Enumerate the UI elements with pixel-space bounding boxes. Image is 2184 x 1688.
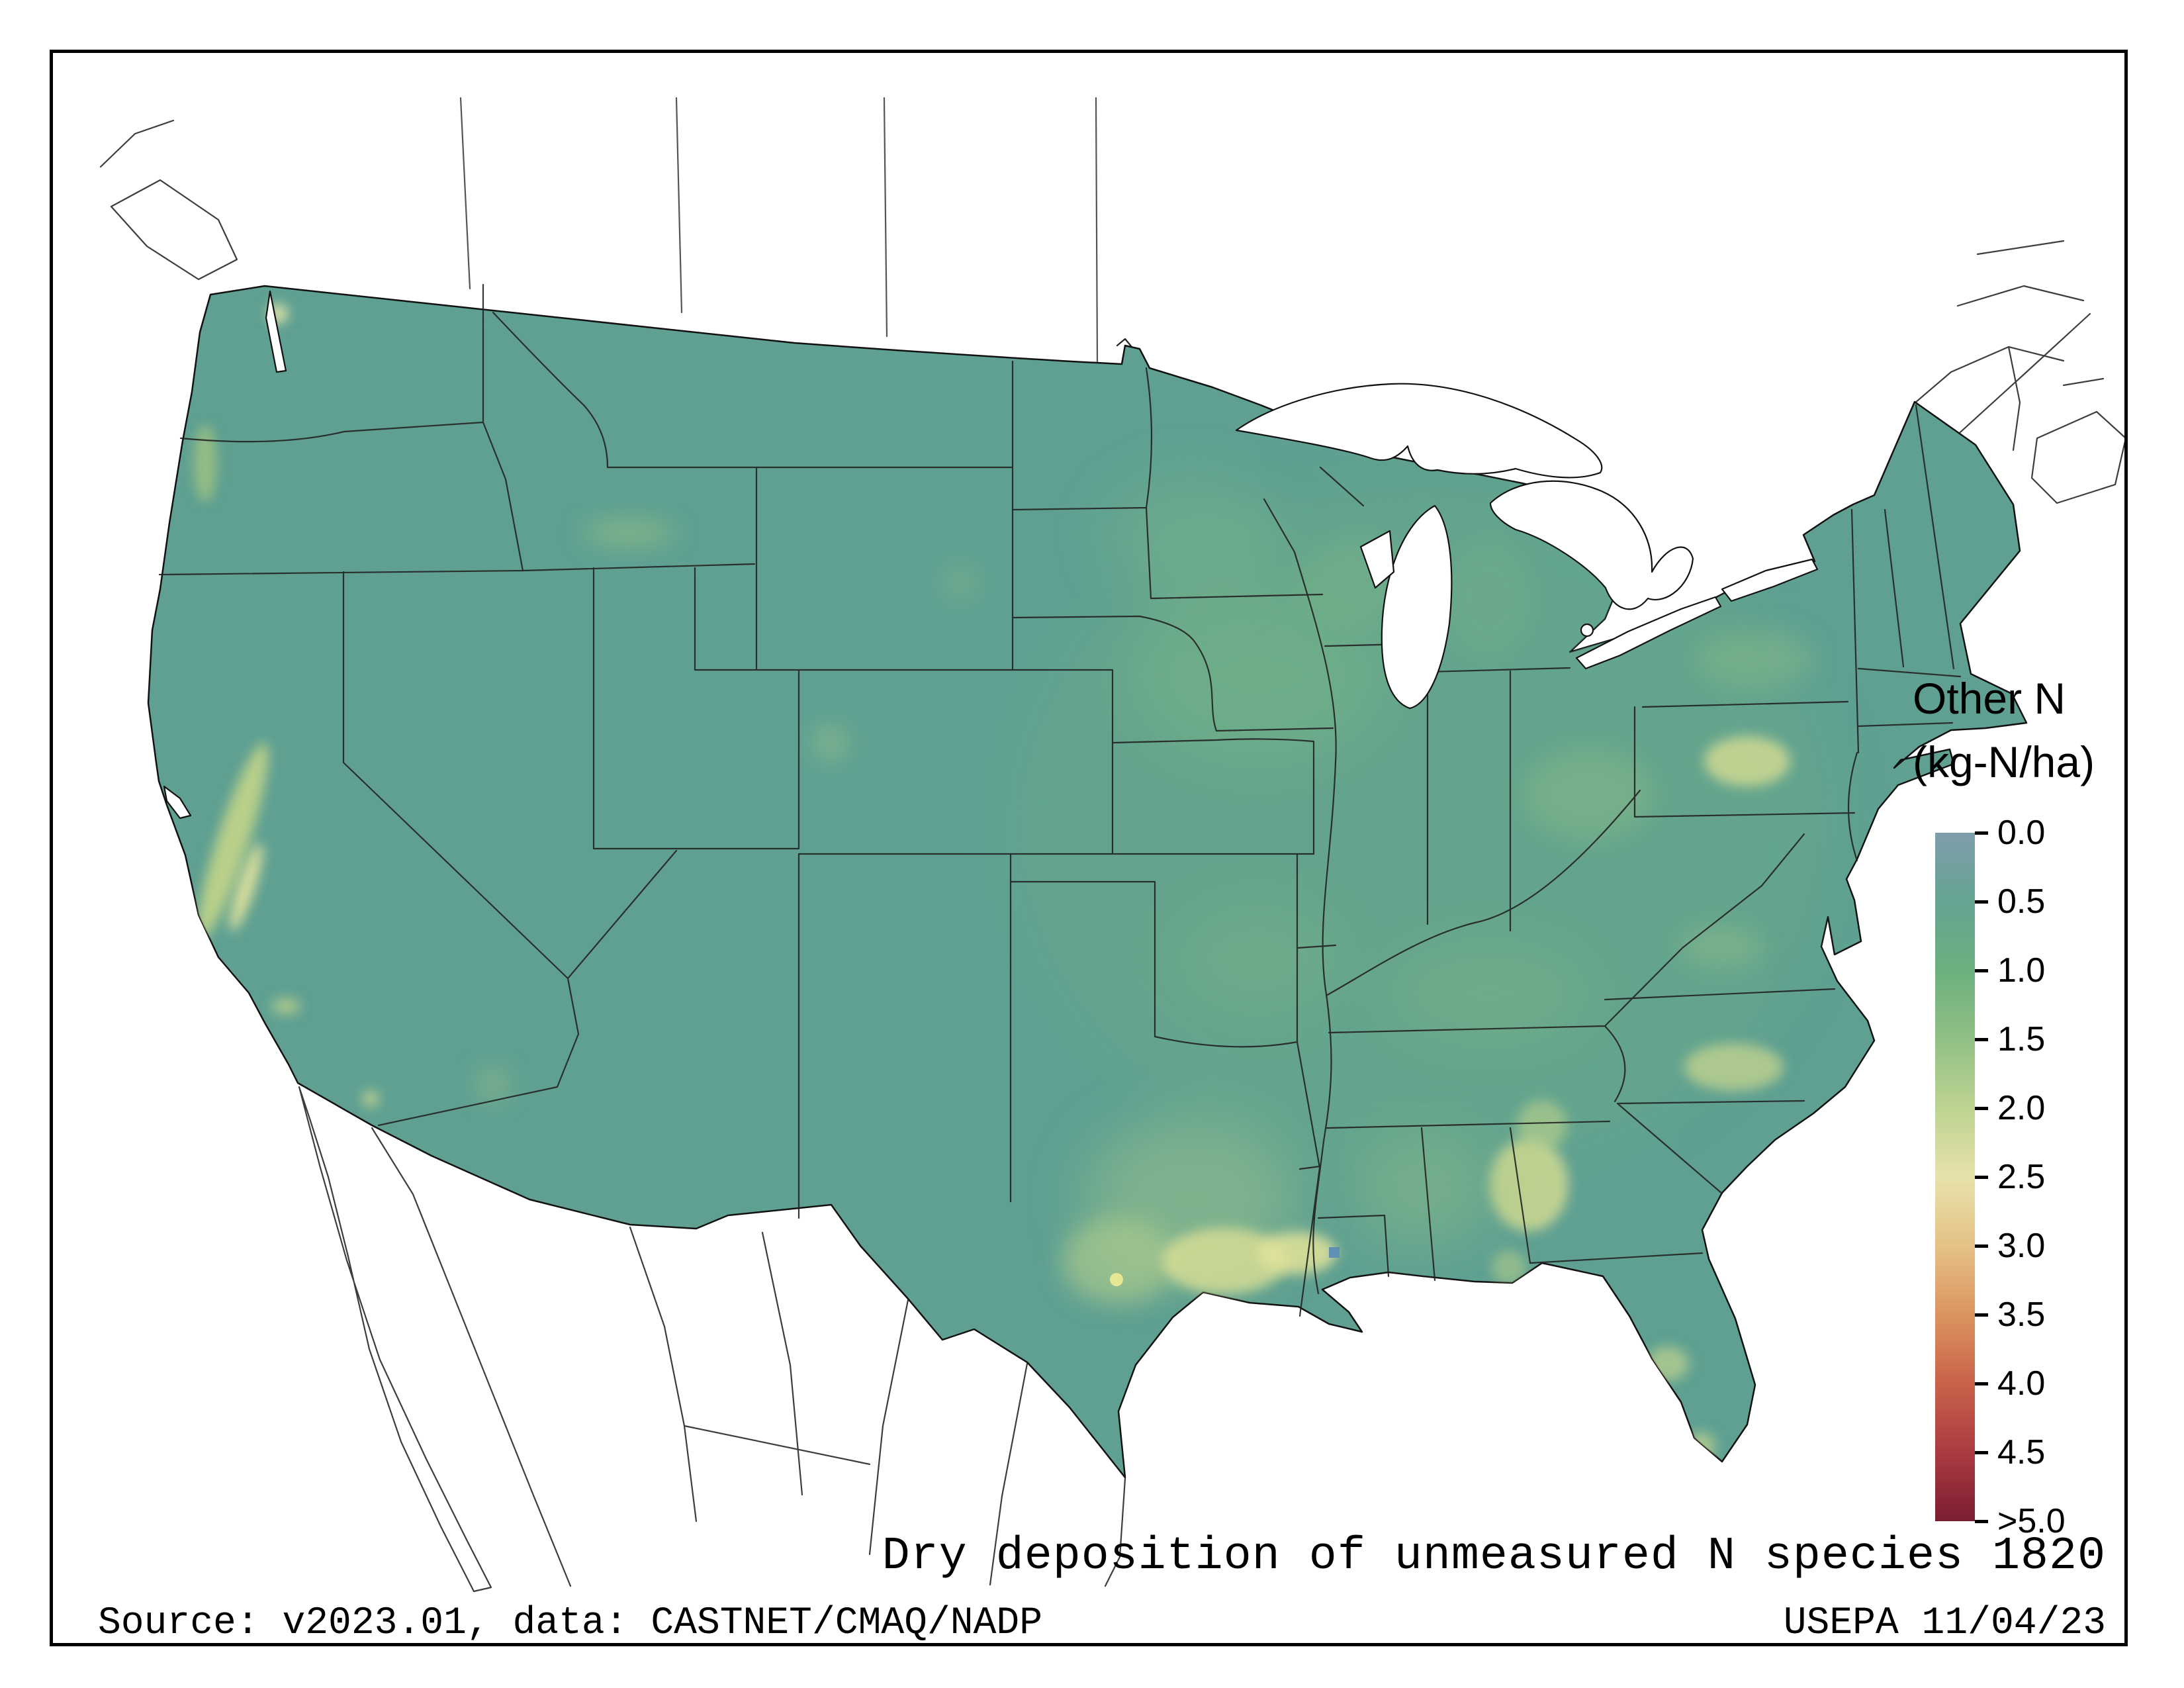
puget-sound [265, 290, 287, 373]
vancouver-island [110, 179, 238, 281]
legend-title: Other N (kg-N/ha) [1913, 667, 2095, 794]
green-bay [1359, 530, 1395, 589]
baja-california [298, 1086, 492, 1593]
state-borders-plains [1009, 367, 1406, 1317]
map-caption: Dry deposition of unmeasured N species 1… [882, 1530, 2106, 1583]
state-borders [158, 283, 1962, 1317]
tick-label: >5.0 [1997, 1502, 2066, 1540]
tick-label: 4.0 [1997, 1364, 2046, 1403]
tick-mark [1975, 1107, 1988, 1110]
state-borders-midwest-south [1317, 667, 1836, 1282]
san-francisco-bay [163, 785, 192, 820]
lake-st-clair [1580, 623, 1594, 637]
tick-mark [1975, 1176, 1988, 1179]
great-lakes [163, 290, 1819, 820]
mexico-gulf-coast [1104, 1477, 1126, 1587]
agency-date: USEPA 11/04/23 [1783, 1602, 2106, 1645]
lake-erie [1575, 596, 1722, 670]
lake-superior [1235, 383, 1603, 479]
state-borders-west [158, 283, 1315, 1219]
lake-huron [1489, 480, 1694, 610]
bc-coastline [99, 119, 175, 168]
tick-mark [1975, 1382, 1988, 1385]
tick-mark [1975, 1038, 1988, 1041]
tick-mark [1975, 1244, 1988, 1248]
tick-mark [1975, 969, 1988, 972]
legend-title-line2: (kg-N/ha) [1913, 737, 2095, 786]
tick-mark [1975, 831, 1988, 835]
legend-ticks: 0.0 0.5 1.0 1.5 2.0 2.5 3.0 3.5 4.0 4.5 … [1975, 814, 2120, 1540]
state-borders-east [1633, 404, 1962, 949]
neighbor-country-borders [99, 97, 2127, 1593]
tick-label: 1.5 [1997, 1020, 2046, 1058]
lake-ontario [1721, 558, 1819, 602]
colorbar-gradient [1935, 833, 1975, 1521]
tick-label: 2.5 [1997, 1158, 2046, 1196]
mexico-west-coast [371, 1127, 572, 1587]
tick-label: 3.5 [1997, 1295, 2046, 1334]
tick-label: 3.0 [1997, 1227, 2046, 1265]
tick-mark [1975, 900, 1988, 904]
canada-east-coastlines [1913, 240, 2105, 451]
tick-mark [1975, 1313, 1988, 1317]
tick-label: 0.0 [1997, 814, 2046, 852]
canada-province-lines [459, 97, 1099, 363]
tick-label: 0.5 [1997, 882, 2046, 921]
legend-colorbar [1935, 833, 1975, 1521]
tick-label: 4.5 [1997, 1433, 2046, 1472]
source-note: Source: v2023.01, data: CASTNET/CMAQ/NAD… [98, 1602, 1043, 1645]
tick-mark [1975, 1520, 1988, 1523]
tick-label: 2.0 [1997, 1089, 2046, 1127]
mexico-state-lines [629, 1226, 1028, 1586]
legend-title-line1: Other N [1913, 674, 2066, 723]
tick-mark [1975, 1451, 1988, 1454]
nova-scotia [2030, 410, 2127, 504]
tick-label: 1.0 [1997, 951, 2046, 990]
